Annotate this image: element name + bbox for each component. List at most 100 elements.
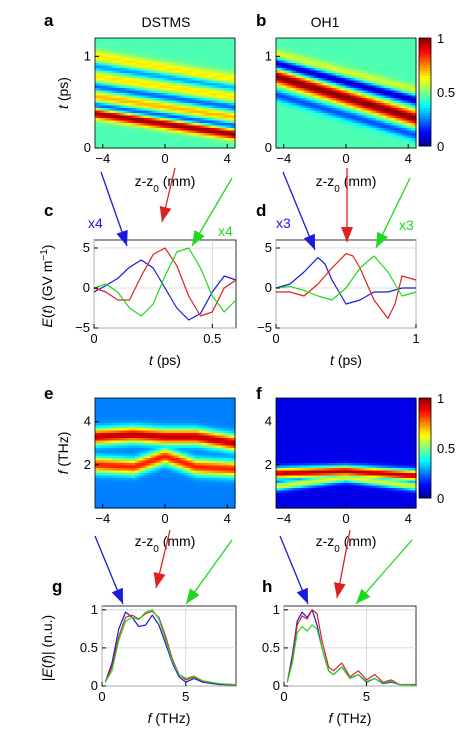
heatmap-cell (115, 115, 119, 119)
heatmap-cell (210, 68, 214, 72)
heatmap-cell (278, 45, 282, 49)
heatmap-cell (326, 145, 330, 149)
heatmap-cell (348, 130, 352, 134)
heatmap-cell (361, 95, 365, 99)
heatmap-cell (288, 70, 292, 74)
heatmap-cell (95, 115, 99, 119)
heatmap-cell (413, 113, 417, 117)
heatmap-cell (205, 75, 209, 79)
heatmap-cell (232, 120, 236, 124)
heatmap-cell (177, 75, 181, 79)
heatmap-cell (376, 133, 380, 137)
heatmap-cell (197, 38, 201, 42)
heatmap-cell (232, 145, 236, 149)
heatmap-cell (127, 120, 131, 124)
heatmap-cell (411, 130, 415, 134)
heatmap-cell (167, 73, 171, 77)
heatmap-cell (162, 53, 166, 57)
heatmap-cell (212, 75, 216, 79)
heatmap-cell (132, 78, 136, 82)
heatmap-cell (200, 100, 204, 104)
heatmap-cell (376, 80, 380, 84)
heatmap-cell (363, 93, 367, 97)
heatmap-cell (207, 48, 211, 52)
heatmap-cell (353, 68, 357, 72)
heatmap-cell (403, 60, 407, 64)
heatmap-cell (408, 93, 412, 97)
heatmap-cell (333, 45, 337, 49)
heatmap-cell (381, 90, 385, 94)
heatmap-cell (202, 83, 206, 87)
heatmap-cell (328, 88, 332, 92)
heatmap-cell (227, 118, 231, 122)
heatmap-cell (172, 113, 176, 117)
heatmap-cell (180, 88, 184, 92)
heatmap-cell (328, 120, 332, 124)
heatmap-cell (386, 78, 390, 82)
heatmap-cell (343, 135, 347, 139)
heatmap-cell (227, 90, 231, 94)
heatmap-cell (222, 103, 226, 107)
heatmap-cell (348, 100, 352, 104)
heatmap-cell (343, 140, 347, 144)
heatmap-cell (368, 90, 372, 94)
heatmap-cell (373, 88, 377, 92)
heatmap-cell (401, 143, 405, 147)
heatmap-cell (187, 100, 191, 104)
heatmap-cell (306, 75, 310, 79)
heatmap-cell (230, 85, 234, 89)
heatmap-cell (336, 98, 340, 102)
heatmap-cell (165, 110, 169, 114)
heatmap-cell (333, 113, 337, 117)
heatmap-cell (210, 113, 214, 117)
heatmap-cell (401, 118, 405, 122)
heatmap-cell (175, 48, 179, 52)
heatmap-cell (361, 145, 365, 149)
heatmap-cell (298, 100, 302, 104)
heatmap-cell (298, 43, 302, 47)
heatmap-cell (413, 38, 417, 42)
heatmap-cell (341, 120, 345, 124)
heatmap-cell (137, 53, 141, 57)
heatmap-cell (338, 63, 342, 67)
heatmap-cell (205, 45, 209, 49)
heatmap-cell (401, 88, 405, 92)
heatmap-cell (102, 48, 106, 52)
heatmap-cell (185, 85, 189, 89)
heatmap-cell (388, 40, 392, 44)
heatmap-cell (396, 115, 400, 119)
heatmap-cell (348, 48, 352, 52)
heatmap-cell (140, 143, 144, 147)
heatmap-cell (167, 105, 171, 109)
heatmap-cell (353, 108, 357, 112)
heatmap-cell (333, 48, 337, 52)
heatmap-cell (293, 100, 297, 104)
heatmap-cell (351, 128, 355, 132)
heatmap-cell (328, 105, 332, 109)
heatmap-cell (190, 88, 194, 92)
heatmap-cell (283, 103, 287, 107)
heatmap-cell (140, 78, 144, 82)
heatmap-cell (140, 123, 144, 127)
heatmap-cell (135, 55, 139, 59)
heatmap-cell (311, 110, 315, 114)
heatmap-cell (281, 58, 285, 62)
heatmap-cell (107, 113, 111, 117)
heatmap-cell (298, 58, 302, 62)
heatmap-cell (157, 88, 161, 92)
heatmap-cell (157, 58, 161, 62)
heatmap-cell (316, 120, 320, 124)
heatmap-cell (100, 95, 104, 99)
heatmap-cell (220, 135, 224, 139)
heatmap-cell (190, 38, 194, 42)
heatmap-cell (102, 58, 106, 62)
heatmap-cell (155, 115, 159, 119)
heatmap-cell (147, 58, 151, 62)
heatmap-cell (150, 73, 154, 77)
heatmap-cell (341, 78, 345, 82)
x-axis-label: z-z0 (mm) (135, 173, 196, 195)
heatmap-cell (115, 105, 119, 109)
heatmap-cell (288, 128, 292, 132)
heatmap-cell (381, 75, 385, 79)
heatmap-cell (170, 63, 174, 67)
